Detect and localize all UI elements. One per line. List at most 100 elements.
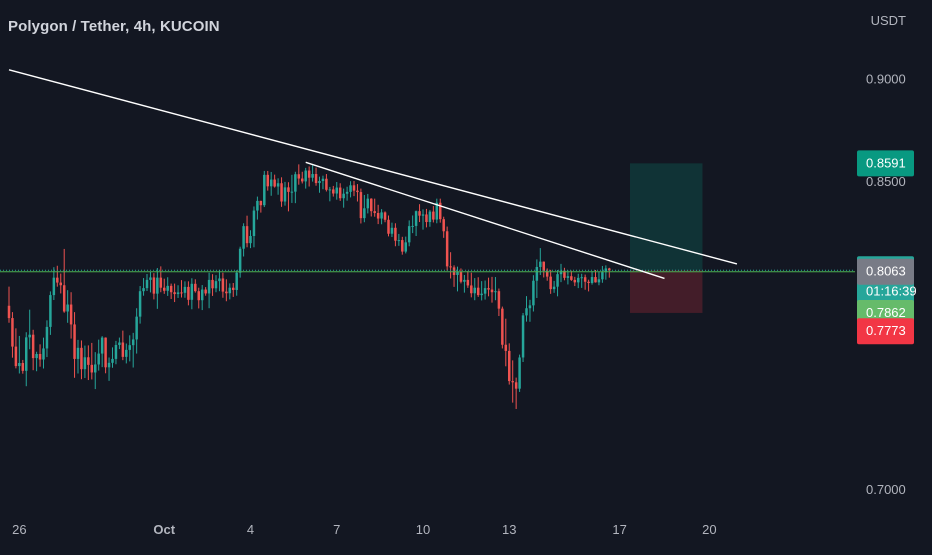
candle-body — [221, 278, 225, 292]
candle — [373, 198, 376, 217]
candle-body — [511, 381, 514, 383]
candle-body — [94, 364, 97, 373]
low-price-label[interactable]: 0.7773 — [857, 318, 914, 345]
candle — [407, 220, 411, 247]
candle-body — [204, 289, 207, 294]
target-price-label[interactable]: 0.8591 — [857, 150, 914, 177]
target-price-label-bg — [857, 150, 914, 177]
candle-body — [428, 211, 432, 223]
candle-body — [242, 226, 245, 249]
candle — [287, 182, 290, 212]
candle — [335, 182, 338, 200]
candle-body — [390, 227, 394, 234]
candle — [394, 223, 397, 247]
candle — [383, 211, 387, 223]
candle — [359, 188, 363, 224]
candle-body — [31, 334, 35, 359]
candle — [218, 269, 221, 292]
candle — [604, 265, 608, 280]
candle-body — [470, 285, 473, 294]
candle — [207, 272, 211, 309]
candle-body — [439, 202, 442, 220]
trendline-1[interactable] — [8, 69, 738, 265]
candle-body — [552, 286, 556, 290]
candle — [583, 274, 587, 290]
candle — [556, 270, 559, 297]
candle-body — [311, 174, 314, 178]
candle-body — [183, 286, 187, 293]
symbol-title[interactable]: Polygon / Tether, 4h, KUCOIN — [8, 18, 220, 35]
candle — [245, 215, 249, 248]
candle — [194, 279, 197, 293]
candle — [128, 335, 131, 362]
candle-body — [131, 339, 135, 346]
candle-body — [325, 178, 328, 190]
candle-body — [432, 211, 435, 220]
candle-body — [166, 285, 169, 291]
candle — [169, 283, 173, 299]
candle-body — [287, 187, 290, 192]
candle-body — [583, 277, 587, 282]
candle — [597, 271, 601, 286]
candle-body — [266, 174, 269, 187]
stop-zone[interactable] — [630, 270, 703, 313]
candle-body — [294, 174, 297, 192]
x-tick-label: 4 — [247, 522, 254, 537]
x-tick-label: Oct — [153, 522, 175, 537]
candle — [221, 272, 225, 298]
candle-body — [528, 305, 532, 309]
candle-body — [49, 295, 52, 327]
candle-body — [42, 348, 45, 360]
low-price-label-bg — [857, 318, 914, 345]
candle-body — [356, 190, 359, 193]
candle — [56, 265, 59, 287]
candle-body — [456, 271, 459, 275]
candle-body — [407, 226, 411, 243]
candle-body — [97, 353, 100, 365]
candle — [266, 170, 269, 191]
candle — [501, 306, 504, 349]
candle-body — [256, 200, 259, 211]
candle-body — [411, 225, 414, 227]
candle — [121, 330, 125, 361]
candle — [190, 278, 194, 310]
profit-zone[interactable] — [630, 163, 703, 271]
candle — [445, 226, 449, 271]
candle-body — [328, 189, 332, 191]
candle-body — [514, 382, 518, 389]
trendline-2[interactable] — [305, 161, 665, 280]
candle — [380, 209, 383, 225]
candle — [138, 286, 142, 324]
candle — [7, 286, 11, 323]
candle-body — [273, 179, 276, 187]
candle — [283, 181, 287, 206]
candle — [559, 263, 563, 283]
candle-body — [463, 279, 466, 282]
candle — [466, 271, 470, 288]
candle-body — [152, 277, 156, 294]
candle — [100, 336, 104, 368]
candle-body — [100, 337, 104, 354]
candle-body — [142, 288, 145, 292]
candle — [476, 277, 480, 297]
support-price-label[interactable]: 0.8063 — [857, 258, 914, 285]
candle — [45, 320, 49, 358]
candle-body — [11, 318, 14, 347]
candle — [352, 180, 356, 197]
candle-body — [359, 192, 363, 219]
candle-body — [87, 357, 90, 365]
candle — [345, 186, 349, 201]
candle-body — [45, 326, 49, 349]
candle — [38, 344, 42, 367]
candle — [325, 174, 328, 192]
candle-body — [370, 198, 373, 212]
candle-body — [577, 277, 580, 283]
candle — [587, 279, 590, 292]
candle — [18, 335, 21, 374]
candle-body — [194, 283, 197, 292]
candle-body — [401, 240, 404, 252]
candle — [397, 233, 401, 246]
candle — [118, 337, 121, 350]
